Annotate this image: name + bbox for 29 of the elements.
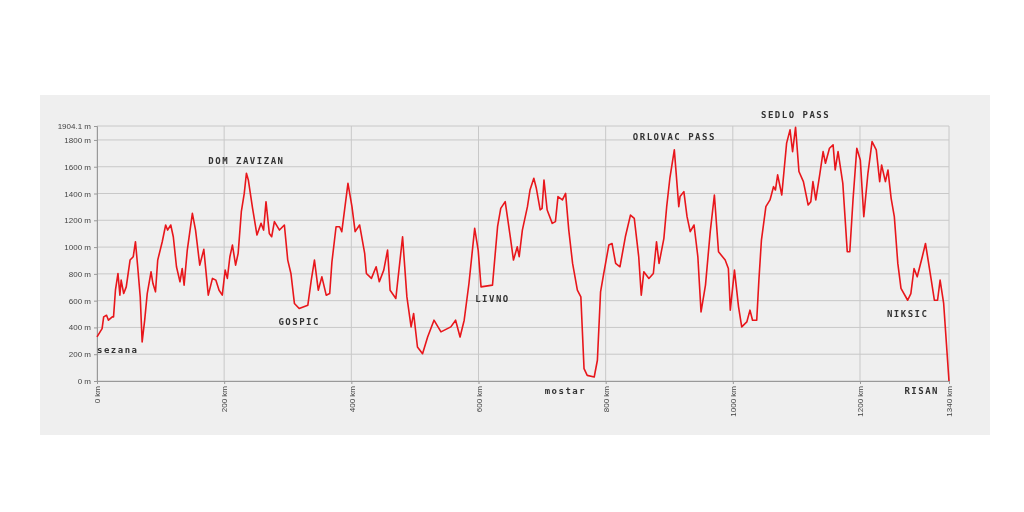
- y-tick-label: 200 m: [68, 350, 92, 360]
- x-tick-label: 800 km: [601, 385, 611, 413]
- annotation: ORLOVAC PASS: [632, 132, 716, 143]
- x-tick-label: 200 km: [220, 385, 230, 413]
- y-tick-label: 1904.1 m: [57, 122, 92, 132]
- y-tick-label: 1600 m: [64, 162, 92, 172]
- annotation: mostar: [544, 385, 587, 396]
- x-tick-label: 400 km: [347, 385, 357, 413]
- annotation: LIVNO: [475, 293, 510, 304]
- y-tick-label: 800 m: [68, 269, 92, 279]
- annotation: GOSPIC: [278, 317, 320, 328]
- y-tick-label: 1000 m: [64, 243, 92, 253]
- y-tick-label: 600 m: [68, 296, 92, 306]
- annotation: SEDLO PASS: [760, 109, 831, 120]
- x-tick-label: 600 km: [474, 385, 484, 413]
- x-tick-label: 0 km: [93, 385, 103, 404]
- y-tick-label: 1200 m: [64, 216, 92, 226]
- x-tick-label: 1000 km: [729, 385, 739, 417]
- line-series: [96, 126, 950, 382]
- annotation: NIKSIC: [886, 308, 929, 319]
- y-tick-label: 0 m: [77, 377, 92, 387]
- annotation: DOM ZAVIZAN: [208, 155, 285, 166]
- y-tick-label: 1400 m: [64, 189, 92, 199]
- y-tick-label: 400 m: [68, 323, 92, 333]
- annotation: RISAN: [904, 385, 939, 396]
- y-tick-label: 1800 m: [64, 136, 92, 145]
- x-tick-label: 1200 km: [856, 385, 866, 417]
- x-tick-label: 1340 km: [945, 385, 955, 417]
- annotation: sezana: [97, 345, 139, 356]
